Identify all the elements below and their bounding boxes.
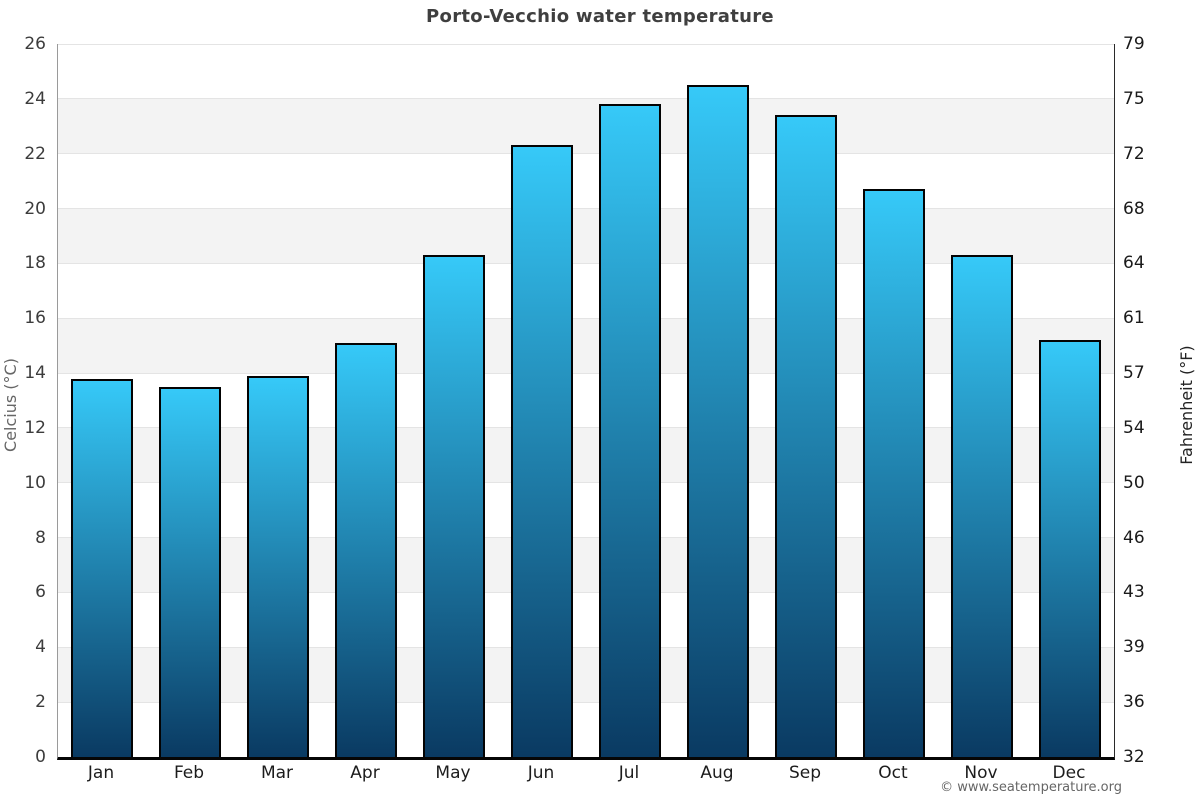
- bar-sep: [775, 115, 837, 757]
- month-label-jul: Jul: [618, 763, 640, 783]
- gridline: [58, 98, 1114, 100]
- gridline: [58, 482, 1114, 484]
- fahrenheit-tick-72: 72: [1123, 143, 1145, 164]
- background-band: [58, 482, 1114, 538]
- gridline: [58, 591, 1114, 593]
- gridline: [58, 262, 1114, 264]
- gridline: [58, 153, 1114, 155]
- fahrenheit-tick-43: 43: [1123, 582, 1145, 603]
- fahrenheit-tick-57: 57: [1123, 363, 1145, 384]
- background-band: [58, 592, 1114, 648]
- celsius-tick-26: 26: [24, 34, 46, 54]
- background-band: [58, 647, 1114, 703]
- copyright-text: © www.seatemperature.org: [940, 780, 1122, 795]
- celsius-tick-14: 14: [24, 363, 46, 384]
- background-band: [58, 153, 1114, 209]
- month-label-may: May: [435, 763, 471, 783]
- chart-title: Porto-Vecchio water temperature: [426, 6, 774, 27]
- background-band: [58, 427, 1114, 483]
- bar-jun: [511, 145, 573, 757]
- month-label-mar: Mar: [260, 763, 294, 783]
- month-label-sep: Sep: [788, 763, 822, 783]
- fahrenheit-tick-79: 79: [1123, 34, 1145, 54]
- gridline: [58, 372, 1114, 374]
- background-band: [58, 318, 1114, 374]
- celsius-tick-0: 0: [35, 747, 46, 767]
- fahrenheit-tick-36: 36: [1123, 692, 1145, 713]
- month-label-jan: Jan: [87, 763, 115, 783]
- celsius-tick-24: 24: [24, 88, 46, 109]
- bar-nov: [951, 255, 1013, 757]
- bar-oct: [863, 189, 925, 757]
- background-band: [58, 373, 1114, 428]
- background-band: [58, 98, 1114, 154]
- bar-jul: [599, 104, 661, 757]
- y-axis-title-fahrenheit: Fahrenheit (°F): [1177, 345, 1196, 465]
- gridline: [58, 427, 1114, 429]
- background-band: [58, 537, 1114, 593]
- month-label-feb: Feb: [173, 763, 205, 783]
- bar-aug: [687, 85, 749, 757]
- gridline: [58, 646, 1114, 648]
- gridline: [58, 701, 1114, 703]
- y-axis-title-celsius: Celcius (°C): [1, 358, 20, 452]
- month-label-dec: Dec: [1052, 763, 1086, 783]
- fahrenheit-tick-54: 54: [1123, 417, 1145, 438]
- month-label-nov: Nov: [964, 763, 998, 783]
- bar-may: [423, 255, 485, 757]
- month-label-aug: Aug: [700, 763, 734, 783]
- plot-area: [57, 43, 1115, 760]
- bar-mar: [247, 375, 309, 757]
- celsius-tick-8: 8: [35, 527, 46, 548]
- month-label-oct: Oct: [878, 763, 908, 783]
- gridline: [58, 537, 1114, 539]
- bar-apr: [335, 342, 397, 757]
- gridline: [58, 317, 1114, 319]
- gridline: [58, 208, 1114, 210]
- celsius-tick-12: 12: [24, 417, 46, 438]
- month-label-apr: Apr: [350, 763, 380, 783]
- fahrenheit-tick-64: 64: [1123, 253, 1145, 274]
- gridline: [58, 43, 1114, 45]
- background-band: [58, 263, 1114, 319]
- fahrenheit-tick-61: 61: [1123, 308, 1145, 329]
- celsius-tick-16: 16: [24, 308, 46, 329]
- bar-dec: [1039, 340, 1101, 757]
- celsius-tick-2: 2: [35, 692, 46, 713]
- fahrenheit-tick-39: 39: [1123, 637, 1145, 658]
- background-band: [58, 702, 1114, 757]
- fahrenheit-tick-46: 46: [1123, 527, 1145, 548]
- celsius-tick-18: 18: [24, 253, 46, 274]
- fahrenheit-tick-75: 75: [1123, 88, 1145, 109]
- celsius-tick-20: 20: [24, 198, 46, 219]
- celsius-tick-6: 6: [35, 582, 46, 603]
- fahrenheit-tick-32: 32: [1123, 747, 1145, 767]
- bar-feb: [159, 386, 221, 757]
- fahrenheit-tick-68: 68: [1123, 198, 1145, 219]
- background-band: [58, 208, 1114, 264]
- month-label-jun: Jun: [527, 763, 555, 783]
- celsius-tick-10: 10: [24, 472, 46, 493]
- bar-jan: [71, 378, 133, 757]
- celsius-tick-22: 22: [24, 143, 46, 164]
- celsius-tick-4: 4: [35, 637, 46, 658]
- fahrenheit-tick-50: 50: [1123, 472, 1145, 493]
- background-band: [58, 44, 1114, 99]
